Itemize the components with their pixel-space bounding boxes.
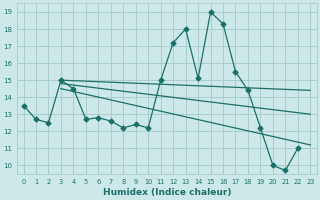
X-axis label: Humidex (Indice chaleur): Humidex (Indice chaleur) (103, 188, 231, 197)
